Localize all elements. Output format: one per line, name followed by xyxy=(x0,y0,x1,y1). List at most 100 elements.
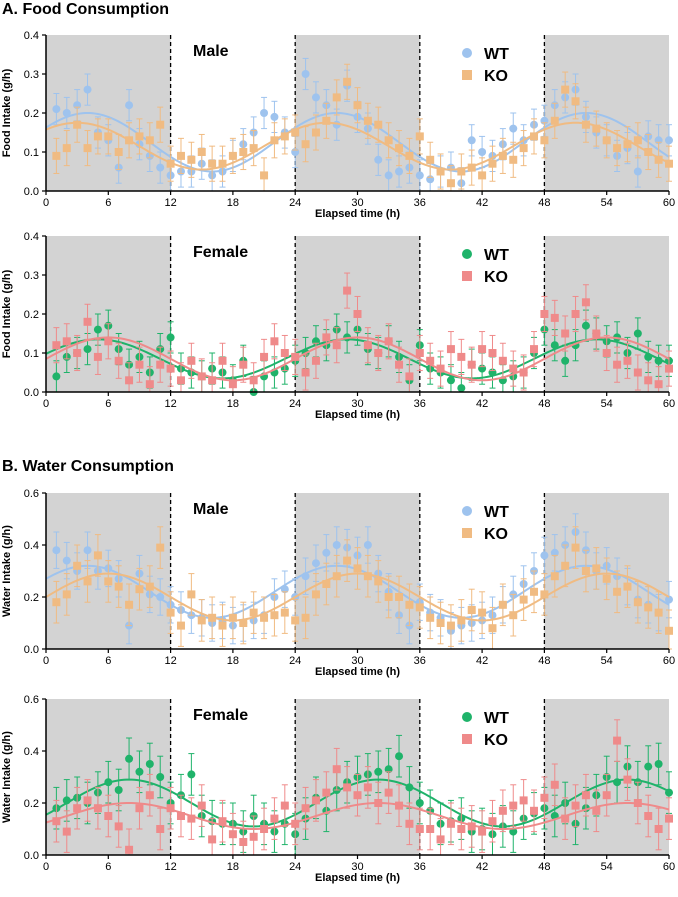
data-point-ko xyxy=(280,132,289,141)
data-point-ko xyxy=(270,337,279,346)
x-tick-label: 36 xyxy=(414,398,426,410)
panel-water-female: 0 6 12 18 24 30 36 42 48 54 60 0.0 0.2 0.4 0.6 Elapsed … xyxy=(1,694,675,884)
data-point-wt xyxy=(363,541,372,549)
x-tick-label: 12 xyxy=(164,398,176,410)
data-point-ko xyxy=(228,830,237,839)
data-point-ko xyxy=(436,619,445,627)
data-point-ko xyxy=(135,360,144,369)
x-tick-label: 42 xyxy=(476,655,488,667)
data-point-ko xyxy=(166,804,175,813)
data-point-ko xyxy=(93,132,102,141)
data-point-ko xyxy=(114,356,123,365)
data-point-ko xyxy=(322,788,331,797)
data-point-ko xyxy=(249,608,258,617)
y-axis-title: Water Intake (g/h) xyxy=(1,731,13,823)
data-point-wt xyxy=(509,124,518,133)
data-point-wt xyxy=(613,778,622,787)
data-point-wt xyxy=(270,112,279,121)
data-point-ko xyxy=(218,356,227,365)
legend-label-ko: KO xyxy=(484,269,508,286)
data-point-ko xyxy=(395,144,404,153)
x-tick-label: 24 xyxy=(289,197,301,209)
data-point-ko xyxy=(488,159,497,168)
data-point-ko xyxy=(540,793,549,802)
data-point-ko xyxy=(343,286,352,295)
data-point-ko xyxy=(176,812,185,820)
data-point-wt xyxy=(644,352,653,361)
data-point-ko xyxy=(509,801,518,810)
data-point-ko xyxy=(602,136,611,145)
y-tick-label: 0.1 xyxy=(24,147,39,159)
x-axis-title: Elapsed time (h) xyxy=(315,666,400,678)
data-point-ko xyxy=(73,120,82,129)
data-point-wt xyxy=(457,384,466,393)
data-point-ko xyxy=(52,341,61,350)
data-point-ko xyxy=(446,179,455,188)
data-point-ko xyxy=(218,159,227,168)
data-point-wt xyxy=(93,325,102,334)
data-point-ko xyxy=(395,593,404,601)
x-tick-label: 48 xyxy=(538,861,550,873)
data-point-ko xyxy=(125,845,134,854)
data-point-ko xyxy=(581,791,590,800)
data-point-ko xyxy=(540,136,549,145)
data-point-ko xyxy=(156,360,165,369)
data-point-ko xyxy=(478,827,487,836)
data-point-ko xyxy=(228,380,237,389)
x-tick-label: 6 xyxy=(105,398,111,410)
x-axis-title: Elapsed time (h) xyxy=(315,409,400,421)
data-point-ko xyxy=(405,600,414,609)
data-point-ko xyxy=(176,151,185,160)
data-point-wt xyxy=(166,333,175,342)
data-point-ko xyxy=(218,621,227,630)
x-tick-label: 60 xyxy=(663,861,675,873)
data-point-ko xyxy=(592,124,601,133)
y-tick-label: 0.2 xyxy=(24,592,39,604)
legend-marker-ko xyxy=(462,271,472,281)
data-point-ko xyxy=(322,580,331,588)
data-point-ko xyxy=(280,801,289,810)
y-tick-label: 0.4 xyxy=(24,30,39,42)
data-point-ko xyxy=(332,572,341,581)
data-point-ko xyxy=(478,345,487,354)
data-point-wt xyxy=(280,585,289,594)
data-point-ko xyxy=(311,356,320,365)
x-axis-title: Elapsed time (h) xyxy=(315,208,400,220)
x-tick-label: 48 xyxy=(538,655,550,667)
y-tick-label: 0.2 xyxy=(24,108,39,120)
legend-label-wt: WT xyxy=(484,247,509,264)
x-tick-label: 30 xyxy=(351,655,363,667)
x-tick-label: 12 xyxy=(164,197,176,209)
data-point-wt xyxy=(467,136,476,145)
data-point-ko xyxy=(654,608,663,617)
data-point-ko xyxy=(280,608,289,617)
data-point-ko xyxy=(145,582,154,591)
data-point-ko xyxy=(415,132,424,141)
x-tick-label: 36 xyxy=(414,861,426,873)
panel-water-male: 0 6 12 18 24 30 36 42 48 54 60 0.0 0.2 0.4 0.6 Elapsed … xyxy=(1,488,675,678)
data-point-wt xyxy=(62,556,71,565)
data-point-ko xyxy=(405,819,414,828)
x-tick-label: 60 xyxy=(663,398,675,410)
y-tick-label: 0.0 xyxy=(24,850,39,862)
data-point-ko xyxy=(509,155,518,164)
data-point-ko xyxy=(239,360,248,369)
data-point-ko xyxy=(613,360,622,369)
data-point-ko xyxy=(654,380,663,389)
data-point-ko xyxy=(114,822,123,831)
y-tick-label: 0.4 xyxy=(24,231,39,243)
data-point-ko xyxy=(457,825,466,833)
data-point-ko xyxy=(644,603,653,612)
x-tick-label: 18 xyxy=(227,655,239,667)
data-point-ko xyxy=(426,825,435,833)
data-point-ko xyxy=(665,814,673,823)
legend-marker-wt xyxy=(462,506,472,516)
data-point-wt xyxy=(104,778,113,787)
panel-title: Male xyxy=(193,43,229,60)
data-point-ko xyxy=(135,132,144,141)
data-point-ko xyxy=(208,835,217,844)
legend-marker-wt xyxy=(462,48,472,58)
data-point-wt xyxy=(260,109,269,117)
data-point-ko xyxy=(665,364,673,373)
data-point-ko xyxy=(550,313,559,322)
